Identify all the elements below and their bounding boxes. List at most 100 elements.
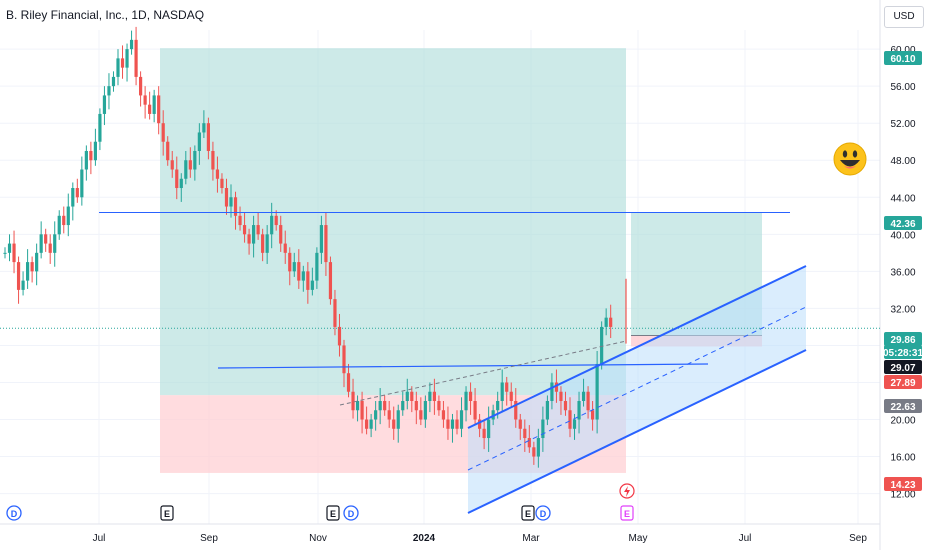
candle-body (279, 225, 283, 244)
event-marker-label: E (624, 509, 630, 519)
earnings-marker (160, 505, 174, 521)
candle-body (432, 391, 436, 401)
y-tick-label: 16.00 (890, 453, 915, 464)
candle-body (591, 410, 595, 420)
candle-body (455, 419, 459, 429)
dividend-marker (535, 505, 551, 521)
candle-body (441, 410, 446, 420)
candle-body (116, 58, 120, 77)
candle-body (120, 58, 125, 68)
candle-body (107, 86, 111, 96)
candle-body (252, 225, 256, 244)
candle-body (396, 410, 400, 429)
price-label-text: 29.86 (890, 335, 915, 346)
candle-body (202, 123, 206, 133)
candle-body (188, 160, 192, 170)
candle-body (256, 225, 260, 235)
x-tick-label: Sep (200, 533, 218, 544)
candle-body (333, 299, 337, 327)
candle-body (604, 317, 608, 327)
candle-body (238, 215, 242, 226)
candle-body (152, 95, 156, 114)
candle-body (143, 95, 147, 105)
candle-body (62, 215, 66, 226)
candle-body (220, 178, 224, 189)
candle-body (342, 345, 346, 374)
candle-body (139, 76, 143, 96)
candle-body (301, 271, 305, 281)
candle-body (527, 438, 531, 448)
candle-body (229, 197, 233, 207)
candle-body (270, 215, 274, 235)
y-tick-label: 36.00 (890, 267, 915, 278)
y-tick-label: 12.00 (890, 490, 915, 501)
candle-body (401, 401, 405, 411)
candle-body (337, 326, 342, 346)
candle-body (586, 391, 590, 411)
candle-body (482, 428, 486, 439)
time-axis: Jul Sep Nov 2024 Mar May Jul Sep (93, 533, 868, 544)
candle-body (30, 262, 34, 272)
x-tick-label: Nov (309, 533, 327, 544)
candle-body (319, 225, 323, 253)
candle-body (464, 391, 468, 411)
candle-body (21, 280, 25, 290)
candle-body (496, 401, 500, 411)
candle-body (414, 401, 418, 411)
y-tick-label: 32.00 (890, 304, 915, 315)
candle-body (423, 401, 427, 420)
candle-body (365, 419, 369, 429)
candle-body (405, 391, 409, 401)
candle-body (468, 391, 473, 401)
candle-body (523, 428, 527, 439)
price-label-text: 27.89 (890, 378, 915, 389)
candle-body (89, 150, 93, 161)
candle-body (374, 410, 378, 420)
candle-body (410, 391, 414, 401)
candle-body (383, 401, 387, 411)
candle-body (563, 401, 568, 411)
candle-body (98, 113, 102, 142)
candle-body (545, 401, 549, 420)
trade-zones (160, 48, 806, 513)
candle-body (84, 150, 88, 170)
candle-body (3, 252, 7, 254)
candle-body (351, 391, 355, 411)
candle-body (175, 169, 179, 189)
event-marker-label: E (330, 509, 336, 519)
candle-body (66, 206, 70, 226)
candle-body (310, 280, 314, 290)
candle-body (184, 160, 188, 179)
candle-body (473, 401, 477, 420)
price-label-upper-target (884, 51, 922, 65)
chart-title: B. Riley Financial, Inc., 1D, NASDAQ (6, 8, 205, 22)
candle-body (265, 234, 269, 253)
event-marker-label: E (164, 509, 170, 519)
candle-body (328, 262, 333, 300)
price-label-last-price (884, 332, 922, 346)
drawing-overlays (0, 211, 880, 514)
candle-body (93, 141, 97, 161)
candle-body (129, 39, 134, 50)
dividend-marker (343, 505, 359, 521)
candle-body (609, 317, 613, 327)
lightning-icon (624, 486, 630, 497)
candle-body (274, 215, 278, 226)
candle-body (478, 419, 482, 429)
candle-body (428, 391, 432, 401)
event-marker-label: E (525, 509, 531, 519)
channel-fill (468, 266, 806, 513)
candle-body (450, 419, 455, 429)
candle-body (7, 243, 12, 253)
candle-body (166, 141, 170, 161)
price-label-lower-stop (884, 477, 922, 491)
currency-selector[interactable]: USD (884, 6, 924, 28)
y-tick-label: 60.00 (890, 45, 915, 56)
candle-body (446, 419, 450, 429)
price-label-text: 14.23 (890, 480, 915, 491)
neckline (217, 363, 709, 369)
y-tick-label: 44.00 (890, 193, 915, 204)
price-axis: 60.00 56.00 52.00 48.00 44.00 40.00 36.00 32.00… (883, 45, 923, 500)
candle-body (161, 123, 165, 142)
